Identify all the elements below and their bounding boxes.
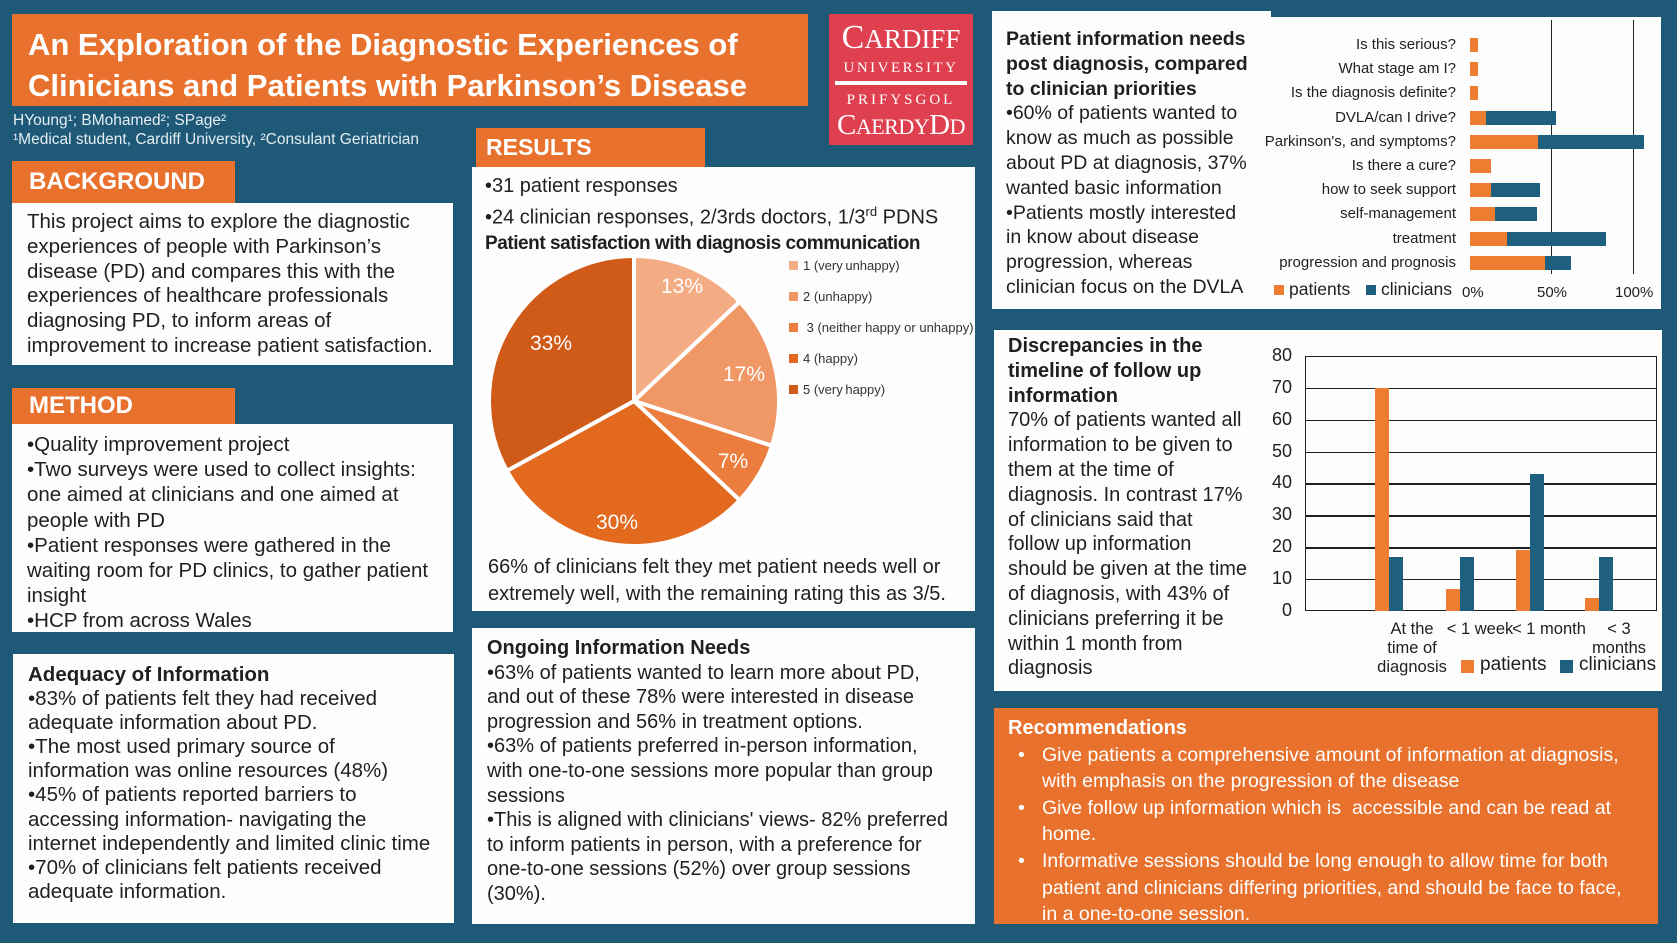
svg-text:17%: 17% bbox=[723, 363, 765, 386]
svg-text:7%: 7% bbox=[718, 450, 748, 473]
svg-text:30%: 30% bbox=[596, 511, 638, 534]
svg-text:13%: 13% bbox=[661, 275, 703, 298]
svg-text:33%: 33% bbox=[530, 332, 572, 355]
